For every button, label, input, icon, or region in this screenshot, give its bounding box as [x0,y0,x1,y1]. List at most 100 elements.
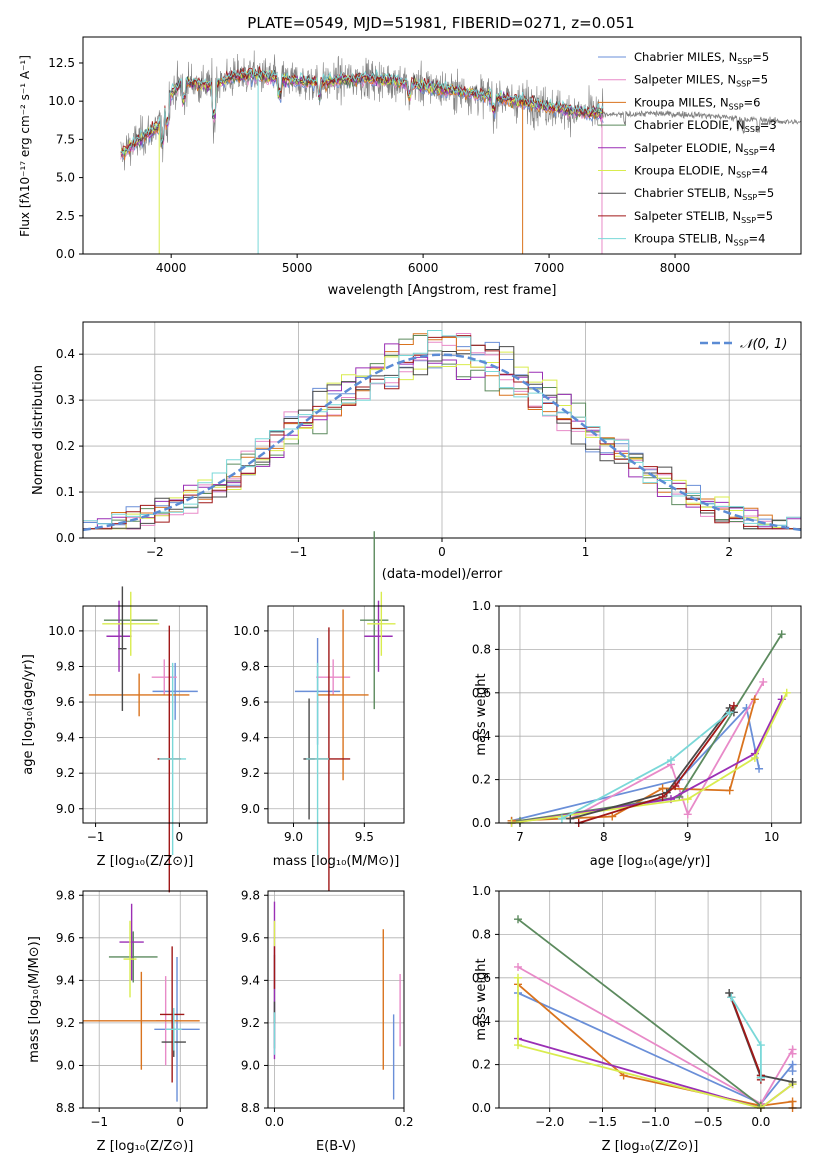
spectrum-xtick-label: 7000 [534,261,565,275]
plus-marker [566,814,575,823]
legend-entry: Chabrier STELIB, NSSP=5 [634,186,774,202]
legend-entry: Chabrier ELODIE, NSSP=3 [634,118,777,134]
ytick-label: 9.4 [56,973,75,987]
ticks: 0.0 0.2 8.8 9.0 9.2 9.4 9.6 9.8 [241,888,414,1129]
ytick-label: 9.8 [56,888,75,902]
ticks: −1 0 9.0 9.2 9.4 9.6 9.8 10.0 [48,624,183,844]
plus-marker [608,812,617,821]
residuals-xtick-label: −2 [146,545,164,559]
axes-frame [267,605,405,824]
residuals-xtick-label: 0 [438,545,446,559]
mass-weight-line [578,705,735,824]
xtick-label: 0.0 [751,1115,770,1129]
ytick-label: 9.4 [241,973,260,987]
gridlines [268,606,404,823]
xtick-label: −1 [87,830,105,844]
plus-marker [756,1073,765,1082]
gridlines [83,891,207,1109]
plus-marker [782,688,791,697]
ytick-label: 8.8 [241,1101,260,1115]
ytick-label: 0.0 [472,816,491,830]
ytick-label: 9.8 [241,659,260,673]
residuals-ytick-label: 0.4 [56,347,75,361]
spectrum-xlabel: wavelength [Angstrom, rest frame] [328,283,557,298]
axis-xlabel: mass [log₁₀(M/M⊙)] [273,854,400,869]
spectrum-xtick-label: 6000 [408,261,439,275]
spectrum-axes-frame [82,36,802,255]
spectrum-ytick-label: 10.0 [48,94,75,108]
gridlines [499,605,801,824]
spectrum-xtick-label: 4000 [156,261,187,275]
axes-frame [82,890,208,1109]
ytick-label: 9.8 [56,659,75,673]
axes-frame [498,890,802,1109]
spectrum-ylabel: Flux [fλ10⁻¹⁷ erg cm⁻² s⁻¹ A⁻¹] [18,55,32,237]
residuals-xtick-label: 1 [582,545,590,559]
ytick-label: 9.6 [241,931,260,945]
plus-marker [683,810,692,819]
ytick-label: 9.6 [241,695,260,709]
spectrum-xtick-label: 8000 [660,261,691,275]
ytick-label: 9.0 [56,1058,75,1072]
residuals-xlabel: (data-model)/error [382,567,503,582]
ytick-label: 0.6 [472,686,491,700]
ytick-label: 9.2 [56,1016,75,1030]
ytick-label: 0.2 [472,773,491,787]
plus-marker [788,1067,797,1076]
axes-frame [498,605,802,824]
plus-marker [727,993,736,1002]
legend-entry: Salpeter STELIB, NSSP=5 [634,209,773,225]
spectrum-xtick-label: 5000 [282,261,313,275]
spectrum-data-line [120,50,604,171]
ytick-label: 9.6 [56,931,75,945]
residuals-ytick-label: 0.3 [56,393,75,407]
plus-marker [514,973,523,982]
legend-entry: Kroupa MILES, NSSP=6 [634,95,760,111]
xtick-label: 9.5 [355,830,374,844]
mass-weight-line [511,698,783,824]
plus-marker [729,701,738,710]
plus-marker [658,792,667,801]
legend-entry: Kroupa ELODIE, NSSP=4 [634,164,768,180]
spectrum-ytick-label: 5.0 [56,171,75,185]
xtick-label: −1.5 [588,1115,617,1129]
axis-ylabel: mass [log₁₀(M/M⊙)] [27,936,42,1063]
ticks: −1 0 8.8 9.0 9.2 9.4 9.6 9.8 [56,888,184,1129]
mass-vs-metallicity-panel: −1 0 8.8 9.0 9.2 9.4 9.6 9.8 Z [log₁₀(Z/Z⊙)] mass… [27,888,208,1154]
residuals-ytick-label: 0.1 [56,485,75,499]
mass-weight-line [517,977,794,1109]
legend-entry: Kroupa STELIB, NSSP=4 [634,232,765,248]
plot-marks [83,903,200,1102]
axes-frame [267,890,405,1109]
plus-marker [788,1077,797,1086]
residuals-xtick-label: 2 [725,545,733,559]
ticks: 9.0 9.5 9.0 9.2 9.4 9.6 9.8 10.0 [233,624,374,844]
plot-marks [294,531,396,891]
legend-entry: Salpeter MILES, NSSP=5 [634,73,768,89]
xtick-label: −1.0 [641,1115,670,1129]
ytick-label: 10.0 [48,624,75,638]
ytick-label: 1.0 [472,884,491,898]
spectrum-ytick-label: 7.5 [56,132,75,146]
residuals-histogram [83,335,801,530]
xtick-label: 0 [176,1115,184,1129]
legend-entry: 𝒩(0, 1) [740,337,787,352]
plus-marker [557,814,566,823]
plus-marker [788,1049,797,1058]
plus-marker [514,915,523,924]
xtick-label: 9 [684,830,692,844]
spectrum-ytick-label: 12.5 [48,56,75,70]
axis-ylabel: mass weight [474,673,489,755]
spectrum-panel: PLATE=0549, MJD=51981, FIBERID=0271, z=0… [18,14,802,298]
ytick-label: 9.2 [241,1016,260,1030]
plus-marker [671,782,680,791]
ytick-label: 9.8 [241,888,260,902]
mass-vs-ebv-panel: 0.0 0.2 8.8 9.0 9.2 9.4 9.6 9.8 E(B-V) [241,888,414,1154]
plus-marker [725,786,734,795]
xtick-label: 8 [600,830,608,844]
ytick-label: 9.4 [56,731,75,745]
plus-marker [514,962,523,971]
plot-marks [507,630,791,827]
ytick-label: 9.0 [56,802,75,816]
